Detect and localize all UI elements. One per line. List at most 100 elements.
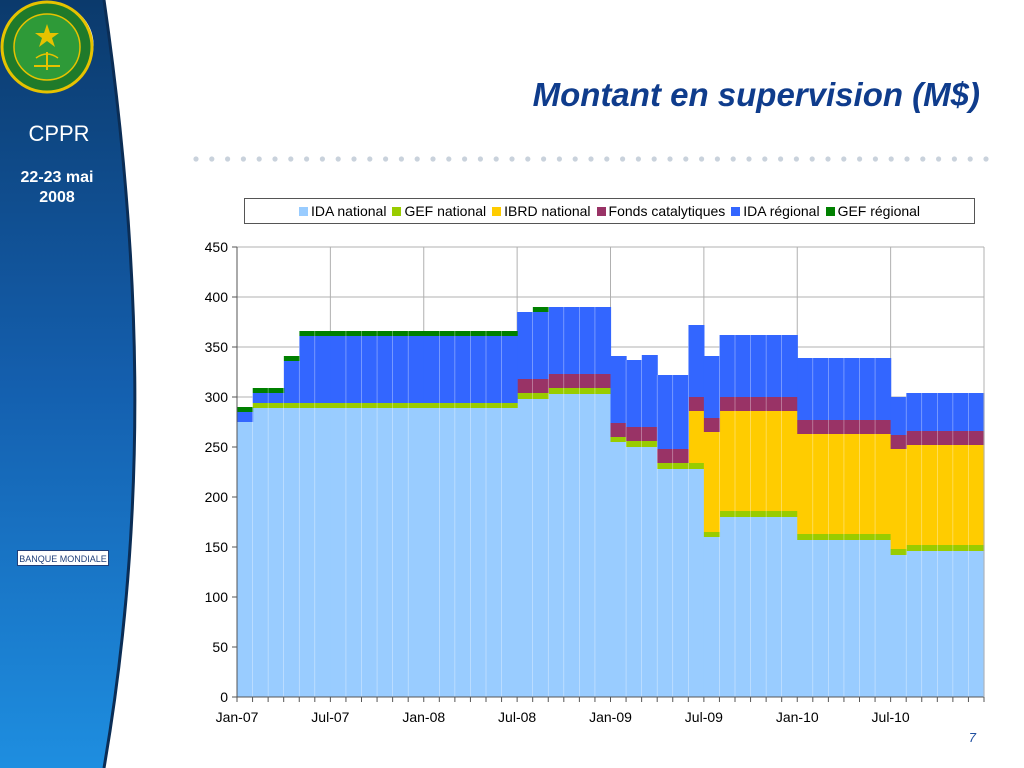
area-segment-2 [501, 403, 518, 408]
area-segment-1 [657, 469, 674, 697]
area-segment-2 [252, 403, 269, 408]
stacked-area-chart: 0 50 100 150 200 250 300 350 400 450 Jan-07 Jul-07 J… [205, 239, 985, 725]
legend-item: GEF national [392, 203, 486, 219]
area-segment-4 [890, 435, 907, 449]
area-segment-4 [517, 379, 534, 393]
legend-swatch [492, 206, 502, 216]
area-segment-4 [750, 397, 767, 411]
legend-swatch [298, 206, 308, 216]
area-segment-1 [408, 408, 425, 697]
y-tick-label: 300 [205, 389, 229, 405]
area-segment-4 [703, 418, 721, 432]
area-segment-6 [361, 331, 378, 336]
area-segment-5 [828, 358, 845, 420]
area-segment-2 [890, 549, 907, 555]
divider-dot [857, 156, 863, 162]
divider-dot [967, 156, 973, 162]
area-segment-5 [859, 358, 876, 420]
divider-dot [367, 156, 373, 162]
y-tick-label: 450 [205, 239, 229, 255]
area-segment-2 [268, 403, 285, 408]
divider-dot [746, 156, 752, 162]
area-segment-1 [626, 447, 643, 697]
area-segment-1 [423, 408, 440, 697]
area-segment-4 [781, 397, 798, 411]
area-segment-2 [703, 532, 721, 537]
area-segment-2 [517, 393, 534, 399]
area-segment-2 [439, 403, 456, 408]
divider-dot [841, 156, 847, 162]
divider-dot [588, 156, 594, 162]
area-segment-5 [532, 312, 549, 379]
area-segment-1 [672, 469, 689, 697]
area-segment-5 [563, 307, 580, 374]
area-segment-1 [314, 408, 331, 697]
area-segment-4 [766, 397, 783, 411]
area-segment-6 [454, 331, 472, 336]
legend-item: GEF régional [825, 203, 921, 219]
area-segment-1 [548, 394, 565, 697]
area-segment-1 [517, 399, 534, 697]
area-segment-1 [703, 537, 721, 697]
area-segment-6 [345, 331, 363, 336]
area-segment-1 [594, 394, 612, 697]
title-divider [193, 156, 989, 162]
area-segment-4 [859, 420, 876, 434]
area-segment-1 [968, 551, 985, 697]
area-segment-4 [548, 374, 565, 388]
area-segment-5 [361, 336, 378, 403]
area-segment-6 [423, 331, 440, 336]
legend-label: GEF régional [837, 203, 921, 219]
y-tick-label: 250 [205, 439, 229, 455]
area-segment-1 [283, 408, 300, 697]
area-segment-4 [657, 449, 674, 463]
divider-dot [651, 156, 657, 162]
legend-swatch [392, 206, 402, 216]
area-segment-1 [345, 408, 363, 697]
area-segment-1 [875, 540, 892, 697]
area-segment-3 [937, 445, 954, 545]
area-segment-1 [610, 442, 627, 697]
area-segment-1 [486, 408, 503, 697]
area-segment-1 [906, 551, 923, 697]
x-tick-label: Jan-08 [402, 709, 445, 725]
area-segment-1 [532, 399, 549, 697]
divider-dot [556, 156, 562, 162]
area-segment-2 [906, 545, 923, 551]
area-segment-1 [361, 408, 378, 697]
legend-label: IDA régional [743, 203, 820, 219]
area-segment-2 [735, 511, 752, 517]
area-segment-3 [952, 445, 970, 545]
area-segment-1 [641, 447, 658, 697]
divider-dot [288, 156, 294, 162]
mauritania-seal-icon [0, 0, 94, 94]
legend-label: IDA national [310, 203, 387, 219]
area-segment-2 [532, 393, 549, 399]
divider-dot [604, 156, 610, 162]
area-segment-5 [252, 393, 269, 403]
area-segment-1 [828, 540, 845, 697]
area-segment-4 [843, 420, 861, 434]
area-segment-6 [392, 331, 409, 336]
area-segment-2 [548, 388, 565, 394]
area-segment-1 [563, 394, 580, 697]
x-tick-label: Jul-10 [872, 709, 910, 725]
divider-dot [225, 156, 231, 162]
area-segment-1 [688, 469, 705, 697]
area-segment-5 [921, 393, 938, 431]
area-segment-5 [517, 312, 534, 379]
area-segment-5 [470, 336, 487, 403]
area-segment-2 [921, 545, 938, 551]
area-segment-5 [579, 307, 596, 374]
y-tick-label: 100 [205, 589, 229, 605]
legend-label: IBRD national [504, 203, 591, 219]
x-tick-label: Jan-09 [589, 709, 632, 725]
divider-dot [572, 156, 578, 162]
area-segment-6 [299, 331, 316, 336]
y-tick-label: 200 [205, 489, 229, 505]
area-segment-2 [812, 534, 829, 540]
area-segment-6 [470, 331, 487, 336]
area-segment-6 [237, 407, 254, 412]
area-segment-2 [486, 403, 503, 408]
area-segment-5 [237, 412, 254, 422]
